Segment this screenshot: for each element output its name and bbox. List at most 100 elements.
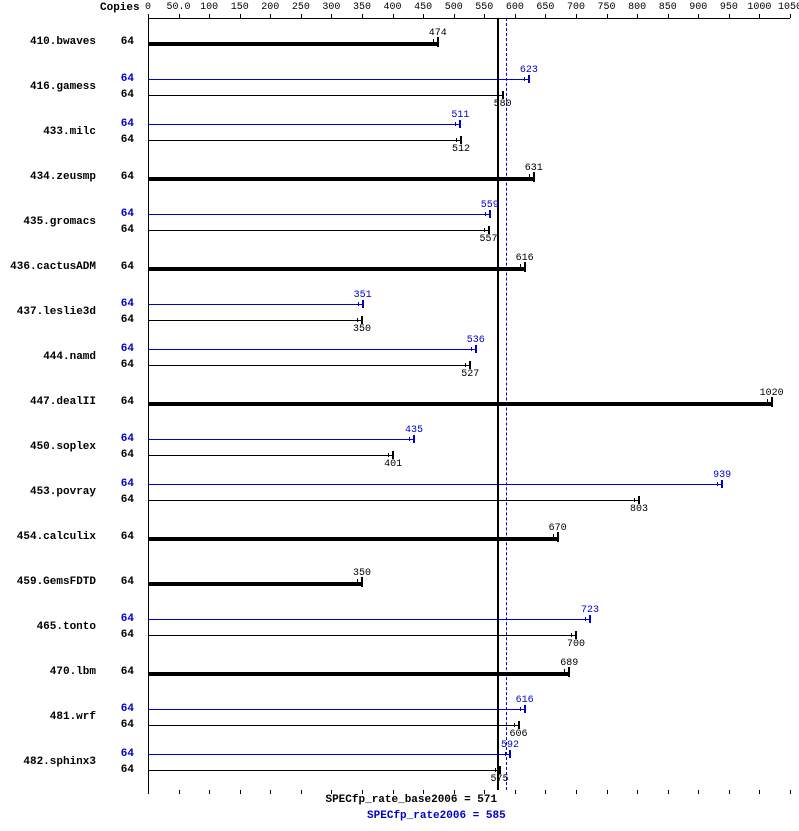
result-bar — [148, 537, 558, 541]
x-tick-bottom — [668, 790, 669, 794]
result-bar — [148, 214, 490, 215]
bar-endcap — [489, 210, 492, 218]
result-bar — [148, 500, 639, 501]
result-bar — [148, 349, 476, 350]
x-tick-bottom — [179, 790, 180, 794]
bar-endcap — [460, 136, 463, 144]
result-bar — [148, 754, 510, 755]
copies-label: 64 — [100, 396, 134, 408]
x-tick-bottom — [240, 790, 241, 794]
copies-label: 64 — [100, 89, 134, 101]
bar-endcap-inner — [634, 498, 636, 502]
bar-endcap-inner — [433, 39, 435, 45]
result-bar — [148, 484, 722, 485]
x-tick-bottom — [576, 790, 577, 794]
bench-label: 481.wrf — [0, 711, 96, 723]
bench-label: 459.GemsFDTD — [0, 576, 96, 588]
x-tick-label: 950 — [720, 2, 738, 13]
bar-endcap — [469, 361, 472, 369]
x-tick-bottom — [148, 790, 149, 794]
bar-endcap-inner — [520, 707, 522, 711]
summary-base: SPECfp_rate_base2006 = 571 — [325, 794, 497, 806]
bar-endcap-inner — [520, 264, 522, 270]
bar-endcap — [459, 120, 462, 128]
value-label: 351 — [354, 290, 372, 301]
copies-label: 64 — [100, 314, 134, 326]
x-tick — [240, 14, 241, 18]
bar-endcap-inner — [514, 723, 516, 727]
copies-label: 64 — [100, 719, 134, 731]
bar-endcap-inner — [505, 752, 507, 756]
x-tick — [576, 14, 577, 18]
x-axis-line — [148, 18, 790, 19]
copies-label: 64 — [100, 36, 134, 48]
bar-endcap-inner — [495, 768, 497, 772]
x-tick-label: 350 — [353, 2, 371, 13]
bar-endcap — [392, 451, 395, 459]
bench-label: 444.namd — [0, 351, 96, 363]
x-tick-label: 150 — [231, 2, 249, 13]
result-bar — [148, 439, 414, 440]
x-tick — [270, 14, 271, 18]
x-tick — [423, 14, 424, 18]
x-tick-label: 550 — [475, 2, 493, 13]
x-tick-label: 200 — [261, 2, 279, 13]
x-tick-label: 600 — [506, 2, 524, 13]
result-bar — [148, 725, 519, 726]
copies-label: 64 — [100, 433, 134, 445]
x-tick — [668, 14, 669, 18]
copies-label: 64 — [100, 531, 134, 543]
x-tick — [759, 14, 760, 18]
result-bar — [148, 582, 362, 586]
copies-header: Copies — [100, 2, 140, 14]
result-bar — [148, 42, 438, 46]
bench-label: 433.milc — [0, 126, 96, 138]
bar-endcap — [475, 345, 478, 353]
bar-endcap-inner — [471, 347, 473, 351]
bar-endcap — [638, 496, 641, 504]
x-tick-bottom — [637, 790, 638, 794]
bar-endcap — [361, 316, 364, 324]
bar-endcap-inner — [498, 93, 500, 97]
x-tick — [515, 14, 516, 18]
value-label: 939 — [713, 470, 731, 481]
bench-label: 435.gromacs — [0, 216, 96, 228]
value-label: 559 — [481, 200, 499, 211]
result-bar — [148, 304, 363, 305]
copies-label: 64 — [100, 343, 134, 355]
bar-endcap-inner — [767, 399, 769, 405]
value-label: 511 — [451, 110, 469, 121]
value-label: 527 — [461, 369, 479, 380]
x-tick-bottom — [607, 790, 608, 794]
result-bar — [148, 230, 489, 231]
bench-label: 436.cactusADM — [0, 261, 96, 273]
bar-endcap-inner — [465, 363, 467, 367]
result-bar — [148, 177, 534, 181]
x-tick-bottom — [301, 790, 302, 794]
copies-label: 64 — [100, 629, 134, 641]
bench-label: 454.calculix — [0, 531, 96, 543]
bar-endcap-inner — [358, 302, 360, 306]
bar-endcap-inner — [564, 669, 566, 675]
bench-label: 434.zeusmp — [0, 171, 96, 183]
result-bar — [148, 619, 590, 620]
value-label: 670 — [549, 523, 567, 534]
result-bar — [148, 79, 529, 80]
x-tick — [790, 14, 791, 18]
bar-endcap — [413, 435, 416, 443]
x-tick — [729, 14, 730, 18]
x-tick — [179, 14, 180, 18]
bar-endcap — [502, 91, 505, 99]
x-tick — [362, 14, 363, 18]
copies-label: 64 — [100, 478, 134, 490]
bar-endcap-inner — [571, 633, 573, 637]
copies-label: 64 — [100, 764, 134, 776]
x-tick-label: 0 — [145, 2, 151, 13]
bench-label: 410.bwaves — [0, 36, 96, 48]
bar-endcap-inner — [529, 174, 531, 180]
value-label: 350 — [353, 324, 371, 335]
x-tick-bottom — [790, 790, 791, 794]
copies-label: 64 — [100, 576, 134, 588]
x-tick-label: 900 — [689, 2, 707, 13]
x-tick-label: 750 — [598, 2, 616, 13]
